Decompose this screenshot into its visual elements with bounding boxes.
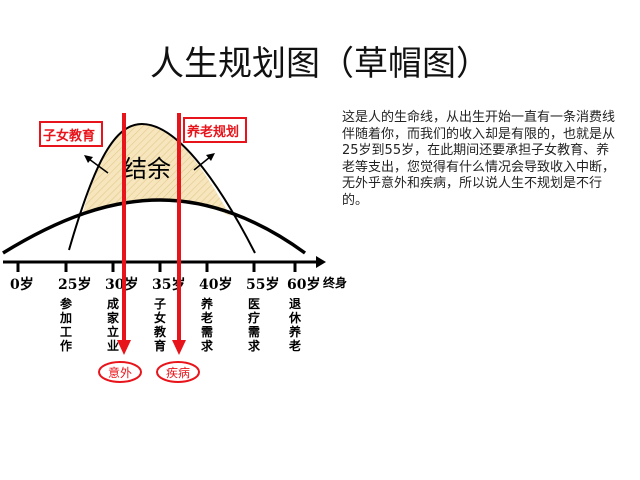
left-arrowhead-icon: [84, 155, 93, 163]
age-label: 25岁: [58, 276, 91, 293]
right-arrowhead-icon: [206, 153, 215, 161]
age-label: 55岁: [246, 276, 279, 293]
life-event-label: 养老需求: [200, 296, 214, 353]
illness-label: 疾病: [166, 365, 190, 380]
description-text: 这是人的生命线，从出生开始一直有一条消费线伴随着你，而我们的收入却是有限的，也就…: [342, 110, 616, 208]
axis-arrow-icon: [316, 256, 326, 268]
life-event-label: 参加工作: [59, 296, 73, 353]
age-label: 60岁: [287, 276, 320, 293]
illness-badge: [156, 361, 200, 383]
surplus-area: [82, 124, 230, 216]
age-label: 30岁: [105, 276, 138, 293]
retirement-plan-box: [183, 117, 247, 143]
age-label: 40岁: [199, 276, 232, 293]
accident-arrow-icon: [117, 340, 131, 355]
life-event-label: 退休养老: [288, 297, 302, 353]
surplus-label: 结余: [123, 155, 171, 183]
page-title: 人生规划图（草帽图）: [150, 44, 490, 84]
income-curve: [68, 122, 256, 254]
life-event-label: 子女教育: [153, 297, 167, 353]
life-event-label: 医疗需求: [248, 297, 261, 353]
illness-arrow-icon: [172, 340, 186, 355]
right-arrow-icon: [193, 156, 211, 171]
child-education-box: [39, 121, 103, 147]
age-label: 0岁: [10, 276, 34, 293]
accident-badge: [98, 361, 142, 383]
left-arrow-icon: [88, 158, 109, 174]
child-education-label: 子女教育: [43, 128, 95, 144]
retirement-plan-label: 养老规划: [186, 124, 239, 140]
life-event-label: 成家立业: [107, 296, 120, 353]
expense-curve: [2, 198, 307, 255]
axis-end-label: 终身: [323, 275, 347, 290]
accident-label: 意外: [108, 365, 132, 380]
